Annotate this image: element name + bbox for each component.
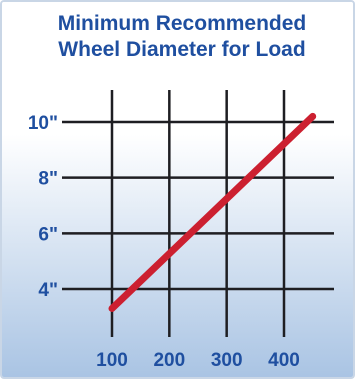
x-tick-label: 400 bbox=[268, 350, 300, 371]
y-tick-label: 4" bbox=[38, 280, 58, 301]
series-line bbox=[108, 112, 317, 312]
chart-subtitle: Wheel Diameter for Load bbox=[58, 38, 305, 61]
x-tick-label: 100 bbox=[96, 350, 128, 371]
chart-title: Minimum Recommended bbox=[58, 12, 307, 35]
y-tick-label: 10" bbox=[28, 113, 58, 134]
y-tick-labels: 4" 6" 8" 10" bbox=[28, 113, 58, 301]
series-layer bbox=[108, 112, 317, 312]
x-tick-label: 300 bbox=[211, 350, 243, 371]
y-tick-label: 6" bbox=[38, 224, 58, 245]
x-tick-labels: 100 200 300 400 bbox=[96, 350, 300, 371]
x-tick-label: 200 bbox=[153, 350, 185, 371]
grid-lines bbox=[62, 90, 334, 337]
y-tick-label: 8" bbox=[38, 169, 58, 190]
